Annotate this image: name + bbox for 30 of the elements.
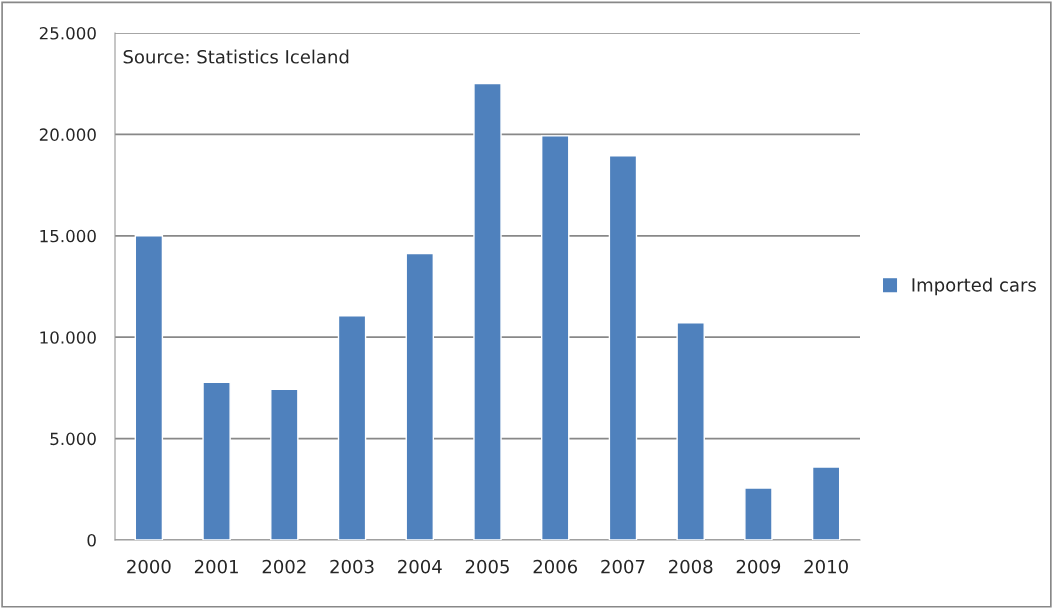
annotation: Source: Statistics Iceland <box>123 49 349 64</box>
bar <box>134 235 164 540</box>
x-tick-label: 2006 <box>533 559 578 574</box>
bar <box>337 315 367 540</box>
bar <box>270 388 299 540</box>
x-tick-label: 2008 <box>669 559 713 574</box>
x-tick-label: 2000 <box>127 559 171 574</box>
x-tick-label: 2002 <box>262 559 306 574</box>
x-tick-label: 2010 <box>804 559 848 574</box>
bar <box>202 381 231 540</box>
bar <box>540 135 570 540</box>
x-tick-label: 2004 <box>398 559 442 574</box>
x-tick-label: 2003 <box>330 559 374 574</box>
y-tick-label: 25.000 <box>39 26 96 40</box>
y-tick-label: 10.000 <box>40 331 96 344</box>
legend-label: Imported cars <box>912 277 1036 296</box>
x-tick-label: 2007 <box>601 559 645 574</box>
y-tick-label: 15.000 <box>40 229 96 243</box>
bar <box>811 466 841 540</box>
bar <box>608 155 638 540</box>
bar <box>744 487 773 540</box>
x-tick-label: 2001 <box>194 559 238 574</box>
y-tick-label: 20.000 <box>39 128 96 141</box>
y-tick-label: 0 <box>87 533 96 547</box>
bar <box>473 82 502 540</box>
x-tick-label: 2005 <box>465 559 509 574</box>
bar <box>676 322 705 540</box>
x-tick-label: 2009 <box>736 559 781 574</box>
y-tick-label: 5.000 <box>50 432 96 446</box>
bar <box>405 252 435 540</box>
